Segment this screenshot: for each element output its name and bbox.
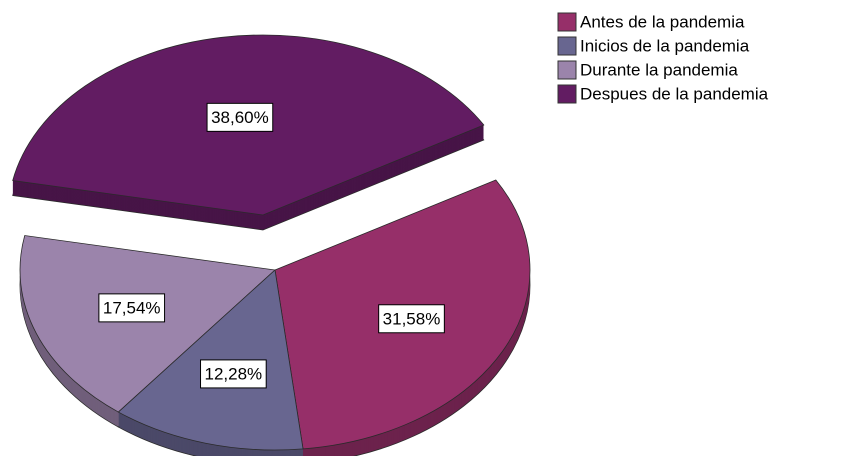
data-label: 12,28%	[205, 364, 263, 383]
pie-slices	[12, 34, 531, 451]
data-label: 31,58%	[383, 309, 441, 328]
data-label-box	[378, 304, 445, 334]
legend: Antes de la pandemia Inicios de la pandem…	[557, 12, 769, 104]
data-label-box	[98, 293, 166, 323]
pie-slice	[19, 235, 276, 413]
legend-label: Inicios de la pandemia	[580, 36, 750, 55]
legend-swatch	[557, 36, 577, 56]
data-label-box	[200, 359, 267, 389]
legend-label: Durante la pandemia	[580, 60, 738, 79]
legend-label: Despues de la pandemia	[580, 84, 769, 103]
data-label: 38,60%	[211, 108, 269, 127]
data-label: 17,54%	[103, 298, 161, 317]
legend-swatch	[557, 84, 577, 104]
data-label-box	[206, 102, 274, 132]
data-labels: 31,58% 12,28% 17,54% 38,60%	[98, 102, 445, 389]
legend-swatch	[557, 12, 577, 32]
legend-swatch	[557, 60, 577, 80]
legend-label: Antes de la pandemia	[580, 12, 745, 31]
